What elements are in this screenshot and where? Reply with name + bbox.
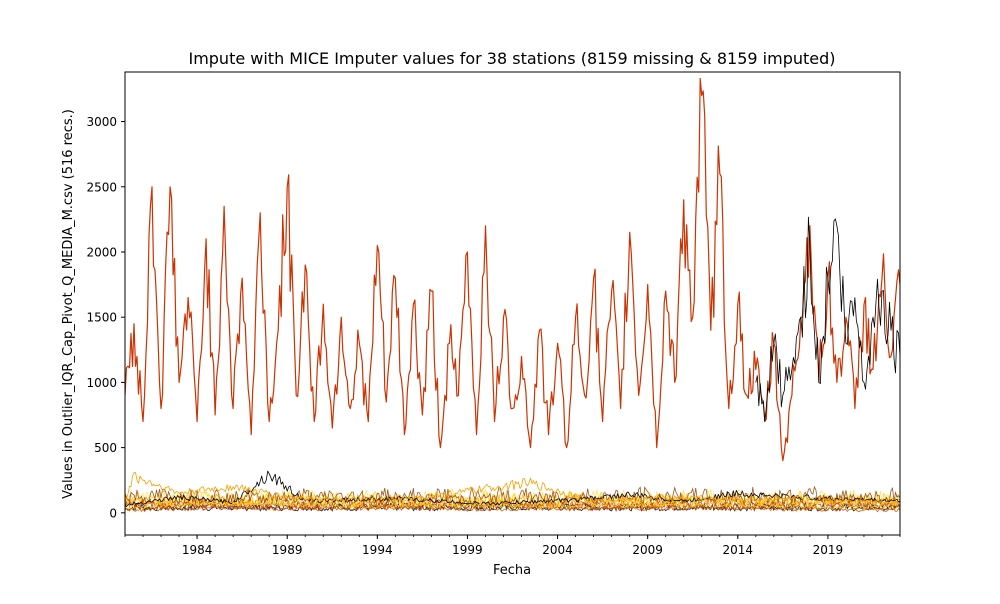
series-line — [755, 216, 900, 422]
plot-area — [125, 77, 900, 513]
chart-title: Impute with MICE Imputer values for 38 s… — [188, 49, 835, 68]
x-axis: 1984 1989 1994 1999 2004 2009 2014 2019 — [124, 535, 901, 557]
y-tick-label: 0 — [109, 506, 117, 520]
y-tick-label: 2500 — [86, 180, 117, 194]
y-tick-label: 1500 — [86, 311, 117, 325]
x-tick-label: 1984 — [182, 543, 213, 557]
y-tick-label: 2000 — [86, 245, 117, 259]
x-tick-label: 2014 — [723, 543, 754, 557]
axes-frame — [124, 71, 901, 536]
y-tick-label: 500 — [94, 441, 117, 455]
x-tick-label: 2019 — [813, 543, 844, 557]
y-tick-label: 3000 — [86, 115, 117, 129]
low-station-series-line — [125, 488, 900, 507]
y-axis-label: Values in Outlier_IQR_Cap_Pivot_Q_MEDIA_… — [61, 109, 76, 499]
series-line — [125, 77, 900, 462]
x-tick-label: 2004 — [542, 543, 573, 557]
series-line — [125, 472, 900, 505]
x-tick-label: 1989 — [272, 543, 303, 557]
x-tick-label: 1994 — [362, 543, 393, 557]
x-tick-label: 2009 — [632, 543, 663, 557]
x-tick-label: 1999 — [452, 543, 483, 557]
y-axis: 0 500 1000 1500 2000 2500 3000 — [86, 115, 125, 520]
x-axis-label: Fecha — [493, 563, 531, 578]
y-tick-label: 1000 — [86, 376, 117, 390]
series-line — [125, 501, 900, 510]
series-line — [125, 470, 900, 507]
series-line — [125, 505, 900, 513]
